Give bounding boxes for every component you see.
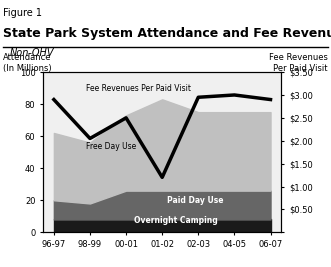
Text: Paid Day Use: Paid Day Use (167, 197, 223, 205)
Text: Free Day Use: Free Day Use (86, 142, 136, 151)
Text: Fee Revenues Per Paid Visit: Fee Revenues Per Paid Visit (86, 84, 191, 93)
Text: Overnight Camping: Overnight Camping (134, 216, 217, 225)
Text: Figure 1: Figure 1 (3, 8, 42, 18)
Text: Fee Revenues
Per Paid Visit: Fee Revenues Per Paid Visit (269, 53, 328, 73)
Text: Non-OHV: Non-OHV (10, 48, 54, 58)
Text: Attendance
(In Millions): Attendance (In Millions) (3, 53, 52, 73)
Text: State Park System Attendance and Fee Revenues: State Park System Attendance and Fee Rev… (3, 27, 331, 40)
